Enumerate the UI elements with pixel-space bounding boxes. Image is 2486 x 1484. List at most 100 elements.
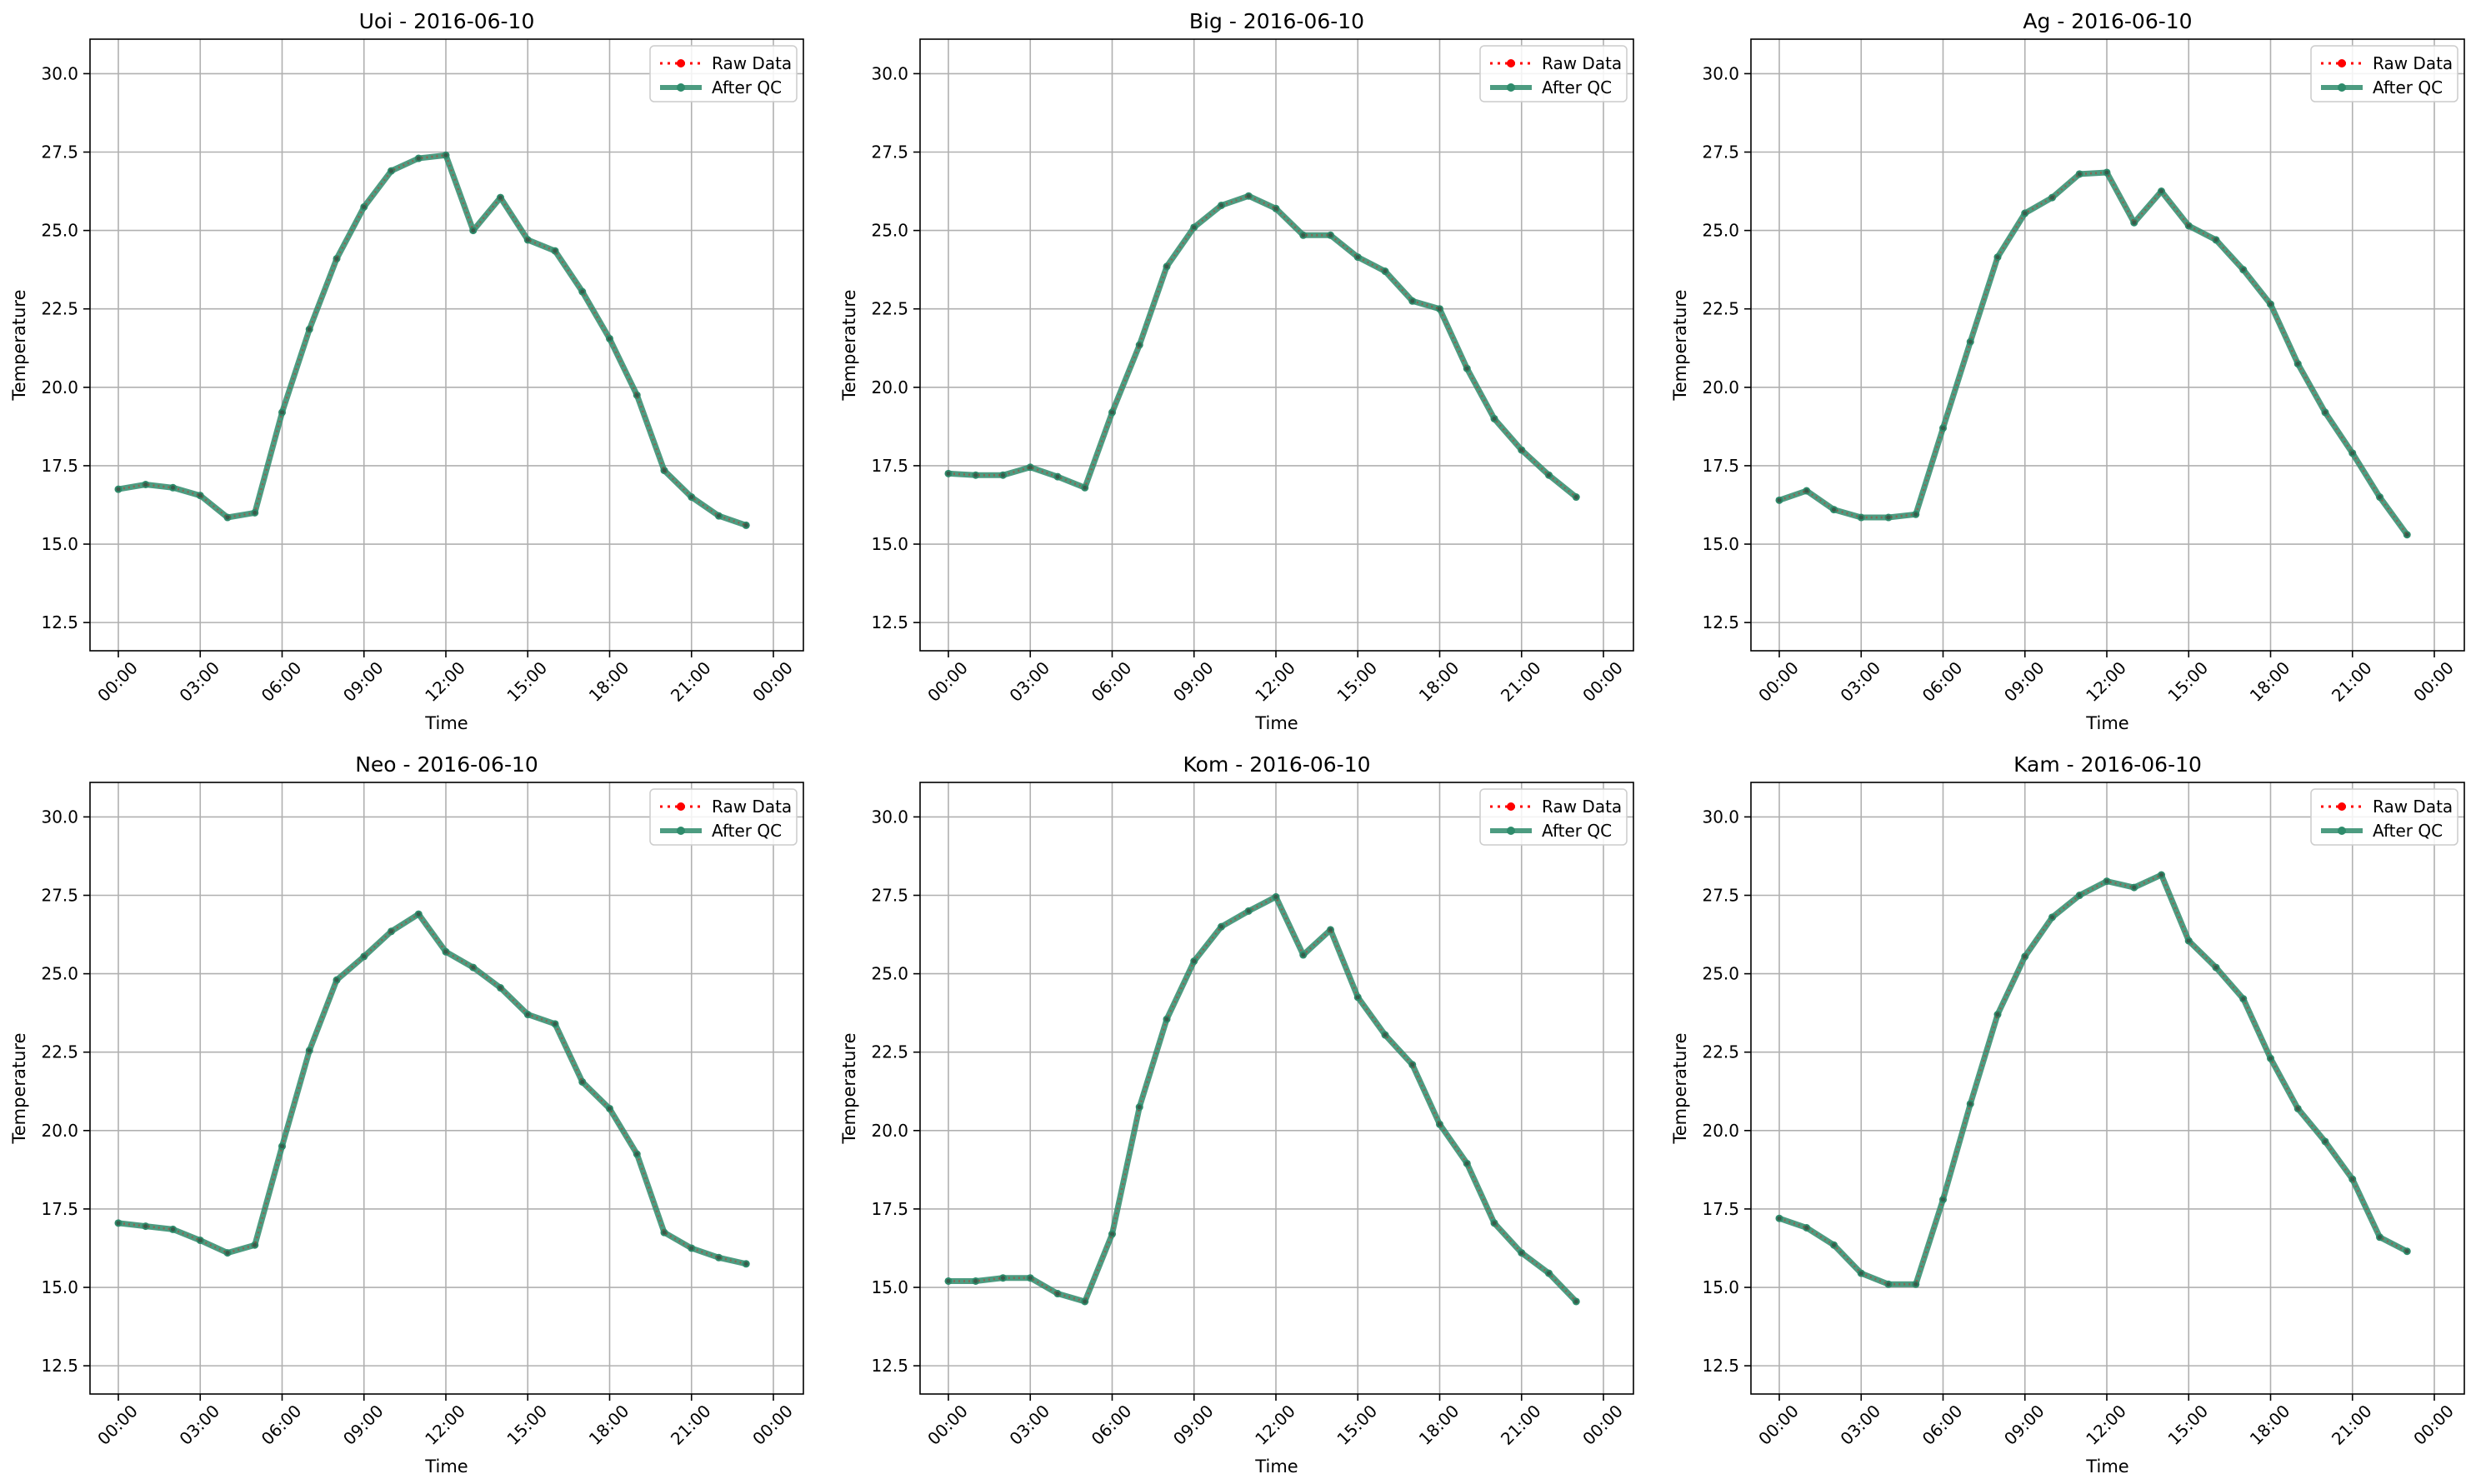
raw-data-point [1777, 1216, 1782, 1221]
x-tick-label: 06:00 [1918, 657, 1967, 706]
raw-data-point [1913, 512, 1918, 517]
y-axis-label: Temperature [839, 289, 859, 401]
x-tick-label: 00:00 [923, 657, 972, 706]
x-tick-label: 00:00 [2409, 1401, 2458, 1449]
raw-data-point [580, 1079, 585, 1084]
raw-data-point [143, 1224, 148, 1229]
x-tick-label: 03:00 [1005, 1401, 1053, 1449]
raw-data-point [1519, 447, 1524, 452]
raw-data-point [1777, 497, 1782, 502]
raw-data-point [1301, 952, 1306, 957]
raw-data-point [1246, 908, 1251, 913]
raw-data-point [2132, 220, 2137, 225]
x-tick-label: 15:00 [1333, 1401, 1381, 1449]
chart-panel-5: 12.5 15.0 17.5 20.0 22.5 25.0 27.5 30.0 00:00 03:… [1670, 752, 2465, 1477]
x-tick-label: 00:00 [93, 657, 142, 706]
x-tick-label: 12:00 [421, 1401, 469, 1449]
raw-data-point [1137, 1105, 1142, 1110]
legend-marker-after-qc [1507, 827, 1515, 835]
raw-data-point [946, 471, 951, 476]
y-tick-label: 30.0 [871, 807, 908, 827]
legend-label-raw-data: Raw Data [2373, 797, 2453, 817]
y-axis-label: Temperature [9, 289, 29, 401]
raw-data-point [946, 1278, 951, 1283]
raw-data-point [1083, 485, 1088, 490]
y-tick-label: 15.0 [871, 1277, 908, 1297]
legend-marker-after-qc [1507, 83, 1515, 92]
x-tick-label: 00:00 [1754, 657, 1803, 706]
legend-label-raw-data: Raw Data [712, 797, 792, 817]
raw-data-point [1832, 507, 1836, 512]
y-tick-label: 12.5 [41, 612, 78, 632]
x-tick-label: 12:00 [1251, 1401, 1299, 1449]
raw-data-point [2159, 189, 2163, 194]
raw-data-point [2023, 211, 2028, 216]
y-tick-label: 30.0 [1702, 807, 1739, 827]
raw-data-point [608, 1106, 612, 1111]
x-tick-label: 12:00 [2082, 657, 2130, 706]
x-tick-label: 18:00 [1415, 1401, 1463, 1449]
x-tick-label: 18:00 [585, 1401, 633, 1449]
legend-label-after-qc: After QC [1542, 77, 1612, 97]
x-tick-label: 12:00 [2082, 1401, 2130, 1449]
raw-data-point [1941, 426, 1945, 431]
raw-data-point [1219, 924, 1223, 929]
raw-data-point [1164, 264, 1169, 269]
raw-data-point [1083, 1299, 1088, 1304]
y-tick-label: 20.0 [41, 1121, 78, 1141]
x-tick-label: 06:00 [1088, 657, 1136, 706]
raw-data-point [1858, 515, 1863, 520]
raw-data-point [1968, 339, 1973, 344]
raw-data-point [498, 986, 503, 991]
x-tick-label: 00:00 [923, 1401, 972, 1449]
series-line-after-qc [1778, 169, 2410, 537]
x-tick-label: 18:00 [2246, 657, 2294, 706]
x-tick-label: 00:00 [93, 1401, 142, 1449]
raw-data-point [1573, 1299, 1578, 1304]
legend-marker-raw-data [2338, 802, 2346, 811]
plot-frame [919, 782, 1634, 1395]
y-tick-label: 30.0 [41, 807, 78, 827]
raw-data-point [689, 495, 694, 500]
raw-data-point [1355, 255, 1360, 260]
raw-data-point [280, 410, 284, 415]
y-tick-label: 17.5 [41, 1199, 78, 1219]
raw-data-point [2050, 195, 2054, 200]
chart-title: Kam - 2016-06-10 [2013, 752, 2202, 777]
raw-data-point [1055, 474, 1060, 479]
raw-data-point [2323, 1139, 2328, 1144]
raw-data-point [2132, 885, 2137, 890]
y-tick-label: 27.5 [1702, 886, 1739, 906]
raw-data-point [1438, 1122, 1442, 1127]
y-tick-label: 30.0 [871, 63, 908, 83]
raw-data-point [1273, 894, 1278, 899]
chart-title: Uoi - 2016-06-10 [359, 9, 535, 33]
y-tick-label: 30.0 [41, 63, 78, 83]
x-tick-label: 21:00 [667, 657, 715, 706]
raw-data-point [253, 1242, 258, 1247]
x-axis-label: Time [424, 713, 468, 733]
y-tick-label: 22.5 [41, 1042, 78, 1062]
raw-data-point [1832, 1242, 1836, 1247]
x-tick-label: 00:00 [1754, 1401, 1803, 1449]
raw-data-point [1028, 465, 1033, 470]
raw-data-point [580, 289, 585, 294]
raw-data-point [471, 228, 476, 233]
x-tick-label: 21:00 [2328, 657, 2376, 706]
raw-data-point [1273, 206, 1278, 211]
raw-data-point [2295, 1106, 2300, 1111]
raw-data-point [1355, 995, 1360, 1000]
raw-data-point [1547, 1271, 1551, 1276]
raw-data-point [553, 248, 558, 253]
y-tick-label: 22.5 [1702, 299, 1739, 319]
x-tick-label: 15:00 [1333, 657, 1381, 706]
x-tick-label: 06:00 [1088, 1401, 1136, 1449]
x-axis-label: Time [424, 1457, 468, 1477]
y-tick-label: 20.0 [871, 1121, 908, 1141]
y-tick-label: 30.0 [1702, 63, 1739, 83]
raw-data-point [1519, 1251, 1524, 1256]
legend-label-raw-data: Raw Data [1542, 53, 1622, 73]
y-tick-label: 17.5 [871, 1199, 908, 1219]
legend-label-after-qc: After QC [2373, 821, 2443, 841]
y-tick-label: 22.5 [871, 299, 908, 319]
